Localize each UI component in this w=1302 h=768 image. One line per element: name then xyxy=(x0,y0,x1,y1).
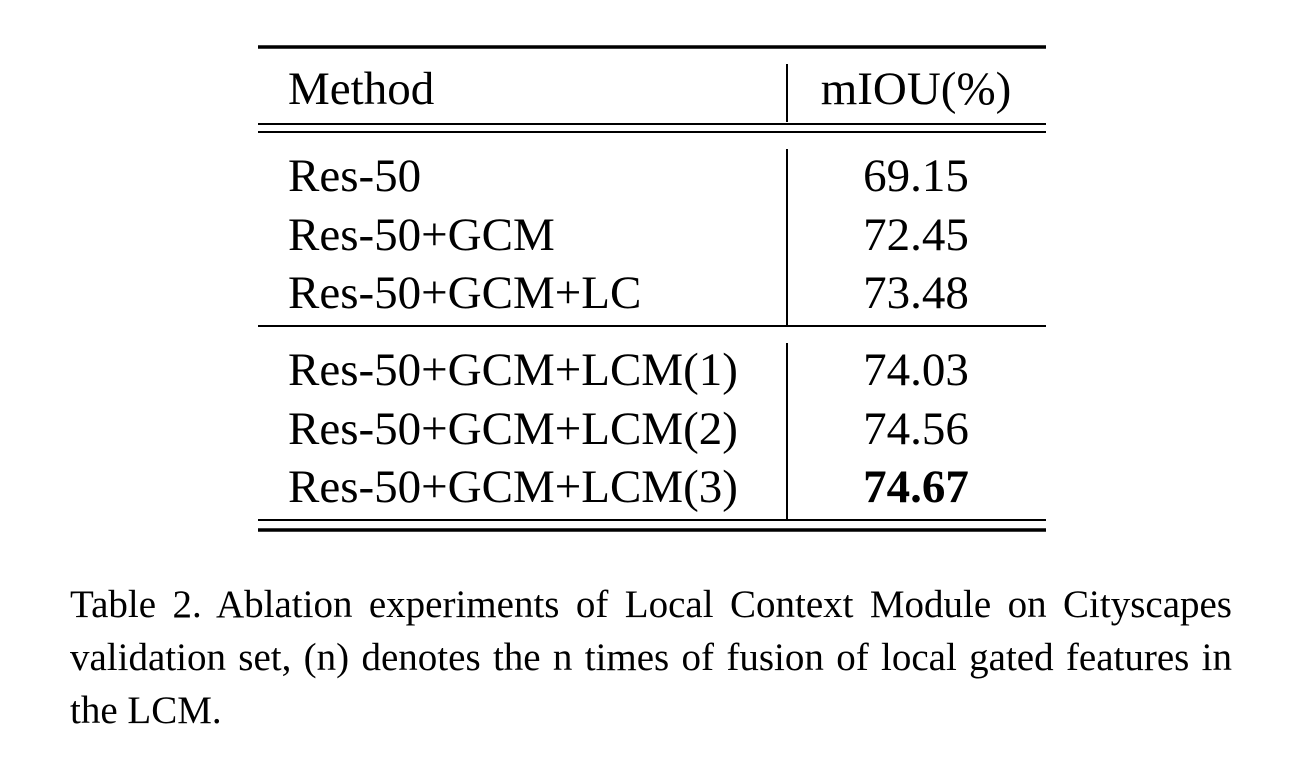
method-cell: Res-50+GCM+LCM(2) xyxy=(288,403,738,455)
method-cell: Res-50+GCM+LCM(3) xyxy=(288,461,738,513)
value-cell: 74.56 xyxy=(863,403,969,455)
method-cell: Res-50 xyxy=(288,150,421,202)
method-cell: Res-50+GCM+LC xyxy=(288,267,641,319)
value-cell: 69.15 xyxy=(863,150,969,202)
method-cell: Res-50+GCM+LCM(1) xyxy=(288,344,738,396)
value-cell: 72.45 xyxy=(863,209,969,261)
method-cell: Res-50+GCM xyxy=(288,209,555,261)
value-cell: 74.67 xyxy=(863,461,969,513)
header-cell: Method xyxy=(288,63,434,115)
table: Method mIOU(%) Res-50 69.15 Res-50+GCM 7… xyxy=(258,45,1046,532)
value-cell: 74.03 xyxy=(863,344,969,396)
header-cell: mIOU(%) xyxy=(821,63,1012,115)
value-cell: 73.48 xyxy=(863,267,969,319)
caption: Table 2. Ablation experiments of Local C… xyxy=(70,583,1232,732)
